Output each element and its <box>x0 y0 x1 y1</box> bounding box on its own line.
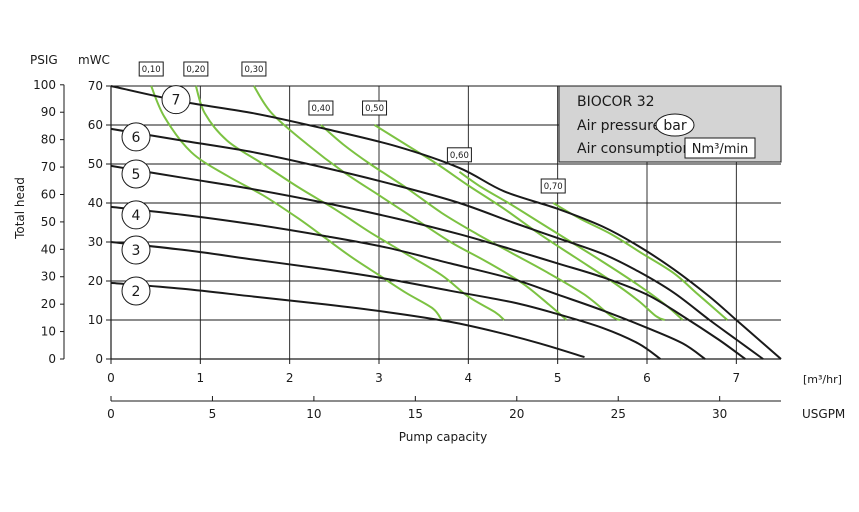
x-tick-label-6: 6 <box>643 371 651 385</box>
consumption-label-0-60: 0,60 <box>450 151 469 161</box>
air-consumption-unit-box <box>684 137 756 159</box>
y-tick-label-mwc-30: 30 <box>88 235 103 249</box>
air-pressure-curve-6-bar <box>110 127 764 360</box>
consumption-label-box-0-30 <box>241 61 267 77</box>
air-consumption-unit: Nm³/min <box>692 142 749 157</box>
legend-title: BIOCOR 32 <box>577 94 655 110</box>
pressure-label-7: 7 <box>172 93 181 109</box>
x-unit-m3hr: [m³/hr] <box>803 373 842 386</box>
x-unit-usgpm: USGPM <box>802 407 845 421</box>
consumption-label-box-0-70 <box>540 178 566 194</box>
x-tick-label-3: 3 <box>375 371 383 385</box>
pressure-label-6: 6 <box>132 130 141 146</box>
y-unit-mwc: mWC <box>78 53 110 67</box>
pressure-label-2: 2 <box>132 284 141 300</box>
y-tick-label-mwc-50: 50 <box>88 157 103 171</box>
y-tick-label-psig-10: 10 <box>41 325 56 339</box>
pressure-label-3: 3 <box>132 243 141 259</box>
x-tick-label-2: 2 <box>286 371 294 385</box>
x-tick-label-usgpm-15: 15 <box>408 407 423 421</box>
consumption-label-0-20: 0,20 <box>186 65 205 75</box>
pressure-label-circle-6 <box>121 122 151 152</box>
air-consumption-curve-0-50 <box>373 124 666 321</box>
pressure-label-4: 4 <box>132 208 141 224</box>
x-axis-title: Pump capacity <box>399 430 487 444</box>
y-tick-label-psig-30: 30 <box>41 270 56 284</box>
pressure-label-circle-5 <box>121 159 151 189</box>
consumption-label-0-50: 0,50 <box>365 104 384 114</box>
air-consumption-curve-0-10 <box>150 85 443 321</box>
x-tick-label-5: 5 <box>554 371 562 385</box>
y-tick-label-mwc-20: 20 <box>88 274 103 288</box>
air-consumption-curve-0-30 <box>253 85 568 321</box>
pressure-label-5: 5 <box>132 167 141 183</box>
consumption-label-box-0-60 <box>446 147 472 163</box>
air-pressure-curve-7-bar <box>110 85 782 360</box>
air-pressure-curve-3-bar <box>110 241 661 360</box>
air-consumption-curve-0-70 <box>552 202 729 321</box>
x-tick-label-usgpm-25: 25 <box>611 407 626 421</box>
y-tick-label-mwc-10: 10 <box>88 313 103 327</box>
y-tick-label-psig-80: 80 <box>41 133 56 147</box>
x-tick-label-usgpm-20: 20 <box>509 407 524 421</box>
x-tick-label-usgpm-30: 30 <box>712 407 727 421</box>
air-pressure-unit: bar <box>663 118 686 134</box>
air-pressure-unit-badge <box>655 113 695 137</box>
y-unit-psig: PSIG <box>30 53 58 67</box>
series-labels: 7 6 5 4 3 2 0,10 0,20 0,30 0,40 0,50 0,60 0,70 <box>121 61 566 306</box>
pump-curves <box>110 85 782 360</box>
pressure-label-circle-2 <box>121 276 151 306</box>
y-tick-label-psig-40: 40 <box>41 242 56 256</box>
consumption-label-box-0-40 <box>308 100 334 116</box>
consumption-label-0-30: 0,30 <box>244 65 263 75</box>
y-tick-label-psig-50: 50 <box>41 215 56 229</box>
y-axis-title: Total head <box>13 177 27 240</box>
air-pressure-curve-4-bar <box>110 205 706 360</box>
air-consumption-label: Air consumption <box>577 141 691 157</box>
air-consumption-curve-0-40 <box>320 124 621 321</box>
y-tick-label-psig-60: 60 <box>41 187 56 201</box>
consumption-label-0-40: 0,40 <box>311 104 330 114</box>
x-tick-label-usgpm-10: 10 <box>306 407 321 421</box>
y-tick-label-psig-0: 0 <box>48 352 56 366</box>
air-pressure-label: Air pressure <box>577 118 661 134</box>
legend-box: BIOCOR 32 Air pressure bar Air consumpti… <box>558 85 782 163</box>
pressure-label-circle-3 <box>121 235 151 265</box>
pressure-label-circle-7 <box>161 85 191 115</box>
x-tick-label-usgpm-5: 5 <box>209 407 217 421</box>
x-tick-label-0: 0 <box>107 371 115 385</box>
y-tick-label-psig-100: 100 <box>33 78 56 92</box>
y-tick-label-mwc-60: 60 <box>88 118 103 132</box>
consumption-label-0-10: 0,10 <box>142 65 161 75</box>
air-consumption-curve-0-20 <box>194 85 505 321</box>
y-tick-label-psig-20: 20 <box>41 297 56 311</box>
x-tick-label-usgpm-0: 0 <box>107 407 115 421</box>
consumption-label-box-0-10 <box>138 61 164 77</box>
pressure-label-circle-4 <box>121 200 151 230</box>
y-tick-label-psig-90: 90 <box>41 105 56 119</box>
consumption-label-box-0-50 <box>362 100 388 116</box>
consumption-label-0-70: 0,70 <box>544 182 563 192</box>
air-pressure-curve-2-bar <box>110 281 585 359</box>
y-tick-label-mwc-70: 70 <box>88 79 103 93</box>
x-tick-label-1: 1 <box>197 371 205 385</box>
y-tick-label-psig-70: 70 <box>41 160 56 174</box>
x-tick-label-4: 4 <box>465 371 473 385</box>
y-tick-label-mwc-40: 40 <box>88 196 103 210</box>
x-tick-label-7: 7 <box>733 371 741 385</box>
air-pressure-curve-5-bar <box>110 164 746 360</box>
y-tick-label-mwc-0: 0 <box>95 352 103 366</box>
consumption-label-box-0-20 <box>183 61 209 77</box>
